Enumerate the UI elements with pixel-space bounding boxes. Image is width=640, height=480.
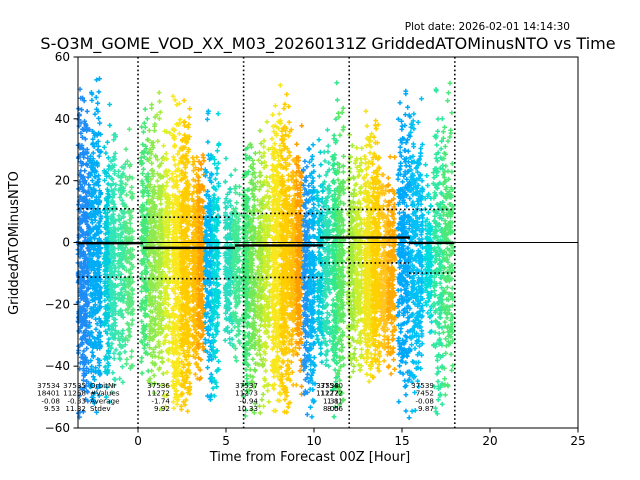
scatter-stripe xyxy=(408,96,426,414)
scatter-stripe xyxy=(146,102,159,396)
scatter-stripe xyxy=(261,119,273,409)
x-tick-label: 15 xyxy=(394,434,409,448)
x-tick-label: 10 xyxy=(306,434,321,448)
orbit-stat-stdev: 9.87 xyxy=(418,404,434,413)
orbit-stat-stdev: 10.33 xyxy=(237,404,258,413)
orbit-stat-stdev: 9.92 xyxy=(154,404,170,413)
scatter-stripe xyxy=(278,92,293,415)
orbit-stat-values: 11272 xyxy=(316,389,339,398)
orbit-stat-values: 11268 xyxy=(63,389,86,398)
orbit-stat-row-label: Average xyxy=(90,396,120,405)
orbit-stat-average: -0.08 xyxy=(41,396,60,405)
orbit-stat-orbit: 37534 xyxy=(37,381,60,390)
orbit-stat-values: 11272 xyxy=(320,389,343,398)
y-tick-label: 0 xyxy=(62,236,70,250)
orbit-stat-row-label: Stdev xyxy=(90,404,111,413)
x-axis-label: Time from Forecast 00Z [Hour] xyxy=(209,450,411,465)
orbit-stat-stdev: 9.53 xyxy=(44,404,60,413)
orbit-stat-values: 11272 xyxy=(147,389,170,398)
scatter-stripe xyxy=(306,142,318,420)
reference-lines xyxy=(78,57,578,428)
orbit-stat-average: 1.31 xyxy=(323,396,339,405)
scatter-stripe xyxy=(440,80,456,398)
scatter-stripe xyxy=(107,132,119,395)
scatter-stripe xyxy=(115,161,128,385)
scatter-stripe xyxy=(178,98,193,414)
orbit-stat-average: -1.74 xyxy=(151,396,170,405)
orbit-stat-row-label: OrbitNr xyxy=(90,381,116,390)
orbit-stat-average: -0.08 xyxy=(415,396,434,405)
scatter-stripe xyxy=(321,127,333,369)
scatter-stripe xyxy=(87,76,104,415)
scatter-stripe xyxy=(352,145,365,373)
orbit-stat-average: -0.33 xyxy=(67,396,86,405)
y-tick-label: −60 xyxy=(45,421,70,435)
scatter-stripe xyxy=(385,154,398,377)
orbit-stat-values: 11273 xyxy=(235,389,258,398)
orbit-stat-values: 18401 xyxy=(37,389,60,398)
orbit-statistics: 3753418401-0.089.533753511268-0.3311.323… xyxy=(37,381,434,413)
orbit-stat-orbit: 37535 xyxy=(63,381,86,390)
orbit-stat-row-label: #Values xyxy=(90,389,120,398)
y-tick-label: 60 xyxy=(55,50,70,64)
orbit-stat-stdev: 8.05 xyxy=(323,404,339,413)
scatter-stripe xyxy=(230,167,243,364)
orbit-stat-stdev: 8.06 xyxy=(327,404,343,413)
scatter-stripe xyxy=(222,156,235,348)
orbit-stat-average: -0.94 xyxy=(239,396,258,405)
scatter-stripe xyxy=(361,108,375,384)
y-tick-label: −20 xyxy=(45,297,70,311)
y-tick-label: 20 xyxy=(55,174,70,188)
orbit-stat-values: 7452 xyxy=(416,389,434,398)
scatter-stripe xyxy=(378,172,391,364)
scatter-stripe xyxy=(161,128,173,410)
scatter-stripe xyxy=(294,123,305,397)
plot-frame xyxy=(77,56,579,429)
orbit-stat-orbit: 37536 xyxy=(147,381,170,390)
axes-ticks: 0 5 10 15 20 25 −60 −40 −20 0 20 40 60 xyxy=(45,50,586,448)
orbit-stat-orbit: 37539 xyxy=(411,381,434,390)
scatter-points xyxy=(75,76,456,421)
scatter-stripe xyxy=(369,118,383,380)
orbit-stat-average: 1.81 xyxy=(327,396,343,405)
x-tick-label: 25 xyxy=(570,434,585,448)
chart-title: S-O3M_GOME_VOD_XX_M03_20260131Z GriddedA… xyxy=(40,34,615,54)
y-axis-label: GriddedATOMinusNTO xyxy=(7,171,22,315)
x-tick-label: 0 xyxy=(134,434,142,448)
y-tick-label: 40 xyxy=(55,112,70,126)
orbit-stat-stdev: 11.32 xyxy=(65,404,86,413)
x-tick-label: 5 xyxy=(222,434,230,448)
plot-date: Plot date: 2026-02-01 14:14:30 xyxy=(405,21,570,33)
orbit-stat-orbit: 37540 xyxy=(320,381,343,390)
orbit-stat-orbit: 37537 xyxy=(235,381,258,390)
scatter-stripe xyxy=(395,88,413,421)
x-tick-label: 20 xyxy=(482,434,497,448)
y-tick-label: −40 xyxy=(45,359,70,373)
orbit-stat-orbit: 37538 xyxy=(316,381,339,390)
